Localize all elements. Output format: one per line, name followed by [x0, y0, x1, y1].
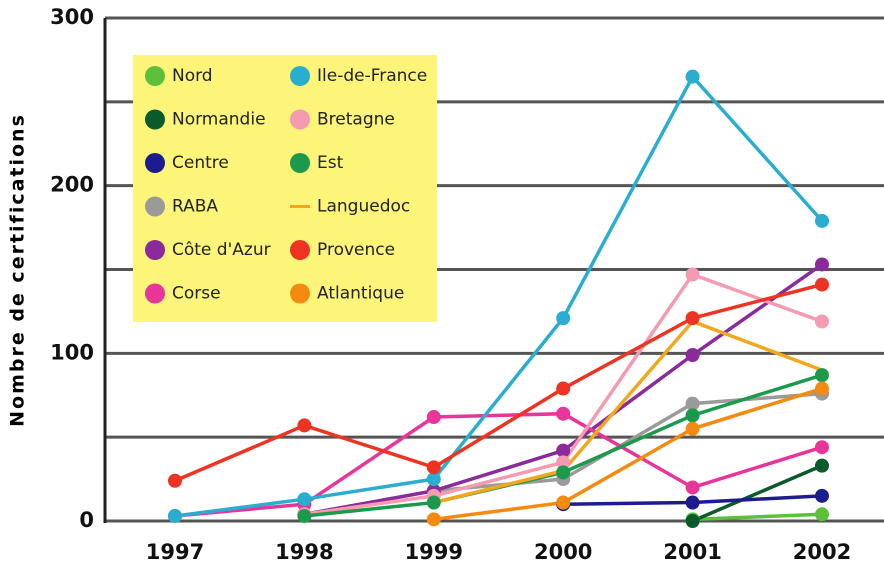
legend-swatch — [290, 153, 310, 173]
point — [815, 488, 829, 503]
x-tick-label: 2000 — [534, 540, 592, 564]
point — [556, 406, 571, 421]
legend-label: Est — [317, 153, 344, 173]
legend-swatch — [145, 240, 165, 260]
legend-swatch — [145, 196, 165, 217]
point — [815, 381, 829, 396]
x-tick-label: 2001 — [663, 540, 721, 564]
y-tick-label: 0 — [79, 508, 94, 532]
point — [426, 495, 441, 510]
series-line — [433, 319, 823, 505]
legend-swatch — [290, 66, 310, 86]
legend-swatch — [290, 240, 310, 260]
point — [685, 348, 700, 363]
legend-label: Provence — [317, 240, 395, 260]
y-tick-label: 200 — [50, 173, 94, 197]
legend-swatch — [145, 109, 165, 130]
y-tick-label: 300 — [50, 5, 94, 29]
point — [685, 396, 700, 411]
x-tick-label: 1997 — [146, 540, 204, 564]
point — [297, 418, 312, 433]
point — [426, 472, 441, 487]
point — [556, 381, 571, 396]
legend-label: Côte d'Azur — [172, 240, 271, 260]
point — [815, 440, 829, 455]
series-line — [174, 411, 823, 518]
legend — [133, 55, 437, 322]
point — [815, 314, 829, 329]
legend-label: Nord — [172, 66, 213, 86]
point — [168, 508, 182, 523]
series-line — [691, 464, 823, 523]
legend-swatch — [290, 283, 310, 304]
legend-swatch — [145, 153, 165, 173]
legend-label: Corse — [172, 284, 221, 304]
point — [815, 507, 829, 522]
point — [685, 421, 700, 436]
legend-swatch — [145, 283, 165, 304]
legend-label: Ile-de-France — [317, 66, 427, 86]
point — [556, 311, 571, 326]
point — [685, 311, 700, 326]
legend-label: Normandie — [172, 110, 266, 130]
point — [815, 368, 829, 383]
point — [556, 443, 571, 458]
point — [685, 408, 700, 423]
point — [815, 213, 829, 228]
point — [426, 410, 441, 425]
series-line — [692, 512, 823, 522]
legend-label: Centre — [172, 153, 229, 173]
x-tick-label: 1999 — [405, 540, 463, 564]
point — [815, 277, 829, 292]
point — [685, 267, 700, 282]
point — [297, 492, 312, 507]
legend-swatch — [290, 109, 310, 130]
legend-swatch — [145, 66, 165, 86]
legend-label: Languedoc — [317, 197, 410, 217]
legend-label: RABA — [172, 197, 218, 217]
point — [556, 465, 571, 480]
x-tick-label: 1998 — [275, 540, 333, 564]
point — [556, 495, 571, 510]
legend-label: Bretagne — [317, 110, 395, 130]
series-line — [433, 386, 823, 522]
legend-label: Atlantique — [317, 284, 404, 304]
point — [426, 460, 441, 475]
point — [685, 69, 700, 84]
series-line — [174, 282, 823, 483]
point — [815, 458, 829, 473]
y-axis-label: Nombre de certifications — [7, 113, 29, 427]
point — [556, 455, 571, 470]
point — [297, 508, 312, 523]
y-tick-label: 100 — [50, 340, 94, 364]
point — [426, 512, 441, 527]
series-line — [174, 73, 824, 518]
point — [168, 473, 182, 488]
point — [815, 257, 829, 272]
point — [685, 514, 700, 528]
point — [685, 495, 700, 510]
x-tick-label: 2002 — [793, 540, 851, 564]
point — [685, 480, 700, 495]
